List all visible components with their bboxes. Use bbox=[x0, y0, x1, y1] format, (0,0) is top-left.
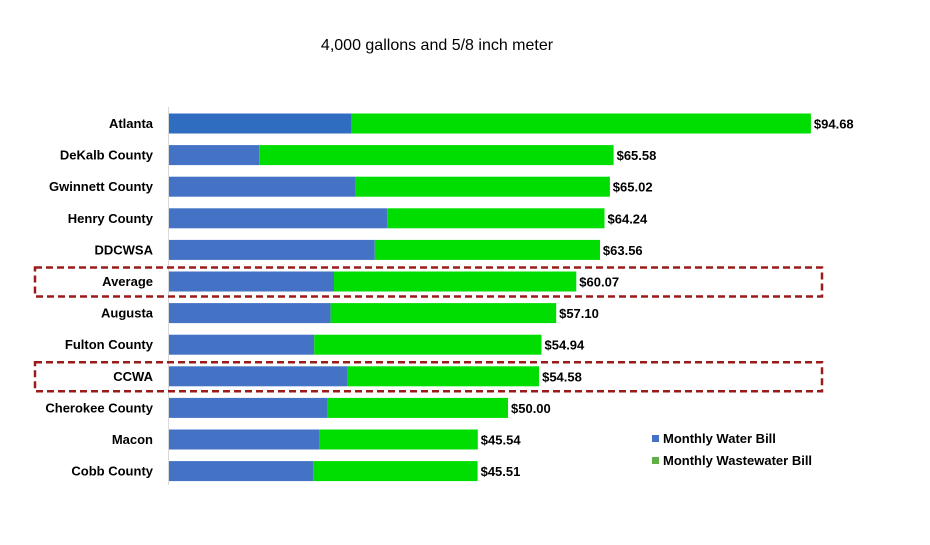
bar-fulton-county-water bbox=[169, 334, 315, 355]
value-label-fulton-county: $54.94 bbox=[545, 338, 586, 353]
bar-ddcwsa-wastewater bbox=[374, 239, 600, 260]
bar-cobb-county-wastewater bbox=[313, 461, 478, 482]
legend-swatch-water bbox=[652, 435, 659, 442]
value-label-ddcwsa: $63.56 bbox=[603, 243, 643, 258]
category-label-dekalb-county: DeKalb County bbox=[60, 148, 154, 163]
bar-cobb-county-water bbox=[169, 461, 314, 482]
bar-henry-county-water bbox=[169, 208, 388, 229]
bar-macon-water bbox=[169, 429, 320, 450]
bar-fulton-county-wastewater bbox=[314, 334, 542, 355]
bar-cherokee-county-wastewater bbox=[327, 397, 508, 418]
chart-title: 4,000 gallons and 5/8 inch meter bbox=[321, 37, 554, 54]
category-label-average: Average bbox=[102, 274, 153, 289]
bar-ddcwsa-water bbox=[169, 239, 375, 260]
legend-swatch-wastewater bbox=[652, 457, 659, 464]
category-label-henry-county: Henry County bbox=[68, 211, 154, 226]
category-label-augusta: Augusta bbox=[101, 306, 154, 321]
bar-atlanta-wastewater bbox=[351, 113, 811, 134]
bar-dekalb-county-water bbox=[169, 145, 260, 166]
value-label-cobb-county: $45.51 bbox=[481, 464, 521, 479]
bar-group bbox=[169, 113, 811, 482]
value-label-macon: $45.54 bbox=[481, 433, 522, 448]
category-label-fulton-county: Fulton County bbox=[65, 337, 154, 352]
bar-gwinnett-county-wastewater bbox=[355, 176, 610, 197]
value-label-average: $60.07 bbox=[579, 275, 619, 290]
category-label-cobb-county: Cobb County bbox=[71, 464, 153, 479]
bar-cherokee-county-water bbox=[169, 397, 328, 418]
bar-gwinnett-county-water bbox=[169, 176, 356, 197]
highlight-box-average bbox=[33, 266, 824, 298]
legend-label-water: Monthly Water Bill bbox=[663, 431, 776, 446]
value-label-atlanta: $94.68 bbox=[814, 117, 854, 132]
bar-ccwa-water bbox=[169, 366, 348, 387]
bar-average-water bbox=[169, 271, 334, 292]
bar-average-wastewater bbox=[334, 271, 577, 292]
highlight-boxes bbox=[33, 266, 824, 393]
bar-augusta-water bbox=[169, 303, 331, 324]
value-label-dekalb-county: $65.58 bbox=[617, 148, 657, 163]
category-label-gwinnett-county: Gwinnett County bbox=[49, 179, 154, 194]
value-label-ccwa: $54.58 bbox=[542, 369, 582, 384]
bar-macon-wastewater bbox=[319, 429, 478, 450]
bar-henry-county-wastewater bbox=[387, 208, 605, 229]
category-label-ccwa: CCWA bbox=[113, 369, 153, 384]
bar-atlanta-water bbox=[169, 113, 352, 134]
category-label-atlanta: Atlanta bbox=[109, 116, 154, 131]
bar-augusta-wastewater bbox=[330, 303, 557, 324]
bar-dekalb-county-wastewater bbox=[259, 145, 614, 166]
value-label-henry-county: $64.24 bbox=[608, 211, 649, 226]
bar-ccwa-wastewater bbox=[347, 366, 539, 387]
highlight-box-ccwa bbox=[33, 361, 824, 393]
value-label-augusta: $57.10 bbox=[559, 306, 599, 321]
label-group: Atlanta $94.68 DeKalb County $65.58 Gwinnett… bbox=[45, 116, 853, 479]
category-label-ddcwsa: DDCWSA bbox=[95, 242, 154, 257]
value-label-cherokee-county: $50.00 bbox=[511, 401, 551, 416]
value-label-gwinnett-county: $65.02 bbox=[613, 180, 653, 195]
category-label-cherokee-county: Cherokee County bbox=[45, 400, 153, 415]
legend: Monthly Water Bill Monthly Wastewater Bil… bbox=[652, 431, 812, 468]
category-label-macon: Macon bbox=[112, 432, 153, 447]
legend-label-wastewater: Monthly Wastewater Bill bbox=[663, 453, 812, 468]
